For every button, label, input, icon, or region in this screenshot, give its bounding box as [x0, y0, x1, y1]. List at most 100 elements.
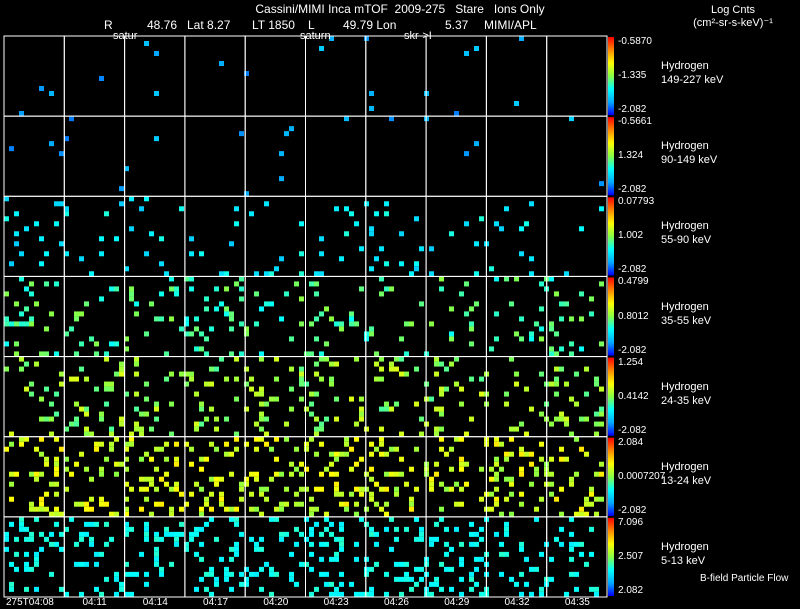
heatmap-cell	[539, 306, 544, 312]
heatmap-cell	[94, 386, 99, 392]
heatmap-cell	[509, 436, 514, 442]
heatmap-cell	[324, 341, 329, 347]
heatmap-cell	[84, 431, 89, 437]
heatmap-cell	[99, 501, 104, 507]
panel-cell-border	[365, 275, 427, 358]
source-label: MIMI/APL	[484, 18, 537, 32]
heatmap-cell	[64, 426, 69, 432]
heatmap-cell	[314, 371, 319, 377]
heatmap-cell	[504, 496, 509, 502]
heatmap-cell	[444, 551, 449, 557]
heatmap-cell	[229, 556, 234, 562]
heatmap-cell	[159, 261, 164, 267]
colorbar	[608, 197, 614, 276]
heatmap-cell	[354, 486, 359, 492]
heatmap-cell	[59, 241, 64, 247]
heatmap-cell	[379, 246, 384, 252]
heatmap-cell	[519, 491, 524, 497]
heatmap-cell	[259, 386, 264, 392]
heatmap-cell	[214, 366, 219, 372]
heatmap-cell	[369, 531, 374, 537]
heatmap-cell	[69, 326, 74, 332]
heatmap-cell	[419, 526, 424, 532]
heatmap-cell	[204, 306, 209, 312]
heatmap-cell	[369, 106, 374, 111]
colorbar-min-label: 2.082	[618, 585, 644, 596]
panel-cell-border	[244, 35, 306, 117]
heatmap-cell	[329, 381, 334, 387]
heatmap-cell	[194, 481, 199, 487]
heatmap-cell	[164, 441, 169, 447]
heatmap-cell	[154, 446, 159, 452]
heatmap-cell	[574, 401, 579, 407]
heatmap-cell	[594, 496, 599, 502]
heatmap-cell	[224, 576, 229, 582]
heatmap-cell	[294, 541, 299, 547]
heatmap-cell	[274, 376, 279, 382]
heatmap-cell	[304, 516, 309, 522]
heatmap-cell	[379, 436, 384, 442]
heatmap-cell	[279, 151, 284, 157]
heatmap-cell	[329, 461, 334, 467]
heatmap-cell	[234, 206, 239, 212]
heatmap-cell	[394, 486, 399, 492]
heatmap-cell	[4, 216, 9, 222]
heatmap-cell	[399, 261, 404, 267]
heatmap-cell	[519, 571, 524, 577]
heatmap-cell	[399, 431, 404, 437]
heatmap-cell	[384, 201, 389, 207]
heatmap-cell	[214, 416, 219, 422]
heatmap-cell	[214, 476, 219, 482]
heatmap-cell	[509, 576, 514, 582]
heatmap-cell	[349, 321, 354, 327]
heatmap-cell	[214, 536, 219, 542]
heatmap-cell	[439, 411, 444, 417]
heatmap-cell	[549, 326, 554, 332]
heatmap-cell	[469, 586, 474, 592]
heatmap-cell	[449, 586, 454, 592]
heatmap-cell	[294, 466, 299, 472]
heatmap-cell	[474, 531, 479, 537]
heatmap-cell	[29, 471, 34, 477]
heatmap-cell	[384, 526, 389, 532]
heatmap-cell	[349, 491, 354, 497]
heatmap-cell	[324, 511, 329, 517]
heatmap-cell	[379, 451, 384, 457]
heatmap-cell	[54, 436, 59, 442]
heatmap-cell	[229, 241, 234, 247]
heatmap-cell	[514, 276, 519, 282]
heatmap-cell	[269, 396, 274, 402]
heatmap-cell	[54, 351, 59, 357]
heatmap-cell	[239, 276, 244, 282]
heatmap-cell	[259, 306, 264, 312]
heatmap-cell	[459, 386, 464, 392]
heatmap-cell	[574, 436, 579, 442]
heatmap-cell	[449, 566, 454, 572]
heatmap-cell	[374, 481, 379, 487]
heatmap-cell	[344, 206, 349, 212]
heatmap-cell	[349, 396, 354, 402]
heatmap-cell	[479, 216, 484, 222]
heatmap-cell	[249, 491, 254, 497]
heatmap-cell	[399, 561, 404, 567]
heatmap-cell	[249, 471, 254, 477]
heatmap-cell	[559, 541, 564, 547]
heatmap-cell	[139, 476, 144, 482]
heatmap-cell	[254, 321, 259, 327]
heatmap-cell	[594, 421, 599, 427]
heatmap-cell	[209, 516, 214, 522]
heatmap-cell	[449, 446, 454, 452]
heatmap-cell	[434, 431, 439, 437]
heatmap-cell	[529, 591, 534, 597]
lon-value: 49.79 Lon	[343, 18, 397, 32]
heatmap-cell	[334, 591, 339, 597]
heatmap-cell	[579, 416, 584, 422]
heatmap-cell	[309, 551, 314, 557]
heatmap-cell	[184, 501, 189, 507]
heatmap-cell	[464, 281, 469, 287]
heatmap-cell	[529, 201, 534, 207]
heatmap-cell	[589, 551, 594, 557]
panel-cell-border	[63, 516, 126, 598]
heatmap-cell	[319, 441, 324, 447]
heatmap-cell	[364, 591, 369, 597]
